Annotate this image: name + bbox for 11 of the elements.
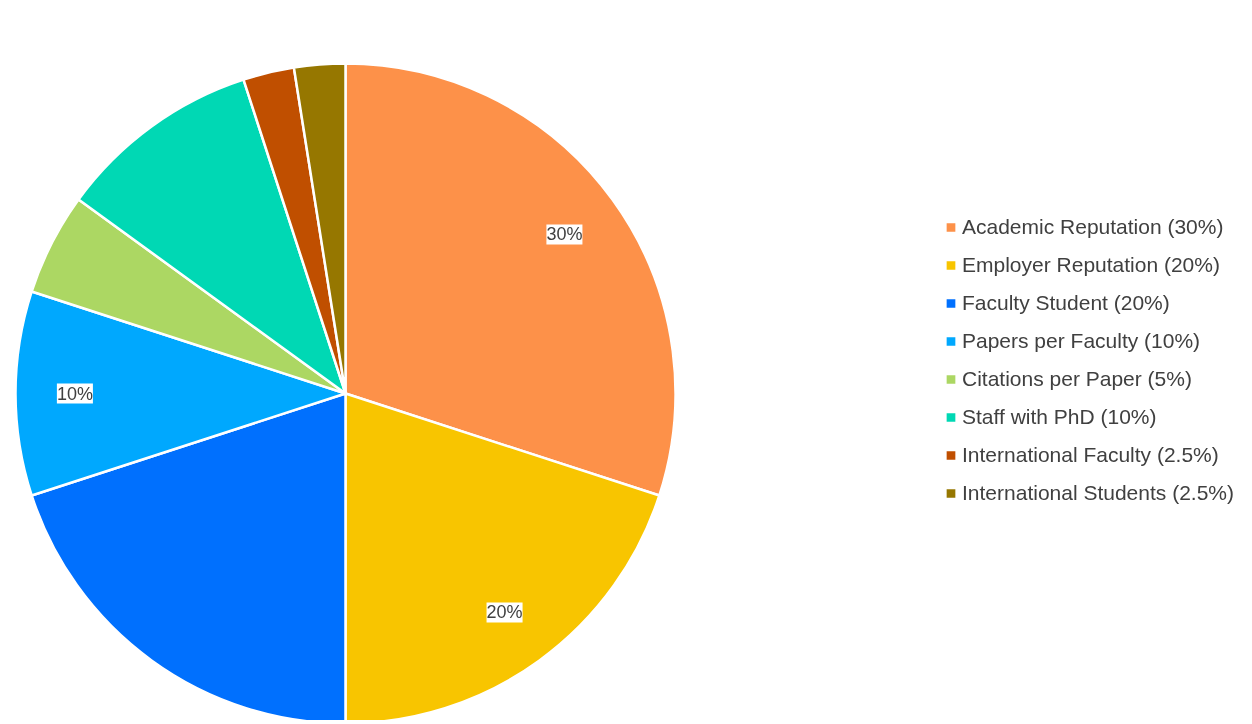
data-label: 20% [486,602,523,623]
legend-label: Citations per Paper (5%) [962,367,1192,391]
legend-label: International Students (2.5%) [962,481,1234,505]
legend-label: Employer Reputation (20%) [962,253,1220,277]
legend-label: Faculty Student (20%) [962,291,1170,315]
legend-label: Papers per Faculty (10%) [962,329,1201,353]
legend-label: Academic Reputation (30%) [962,215,1224,239]
legend-label: International Faculty (2.5%) [962,443,1219,467]
data-label: 30% [546,224,583,245]
data-label: 10% [56,383,93,404]
legend-label: Staff with PhD (10%) [962,405,1157,429]
